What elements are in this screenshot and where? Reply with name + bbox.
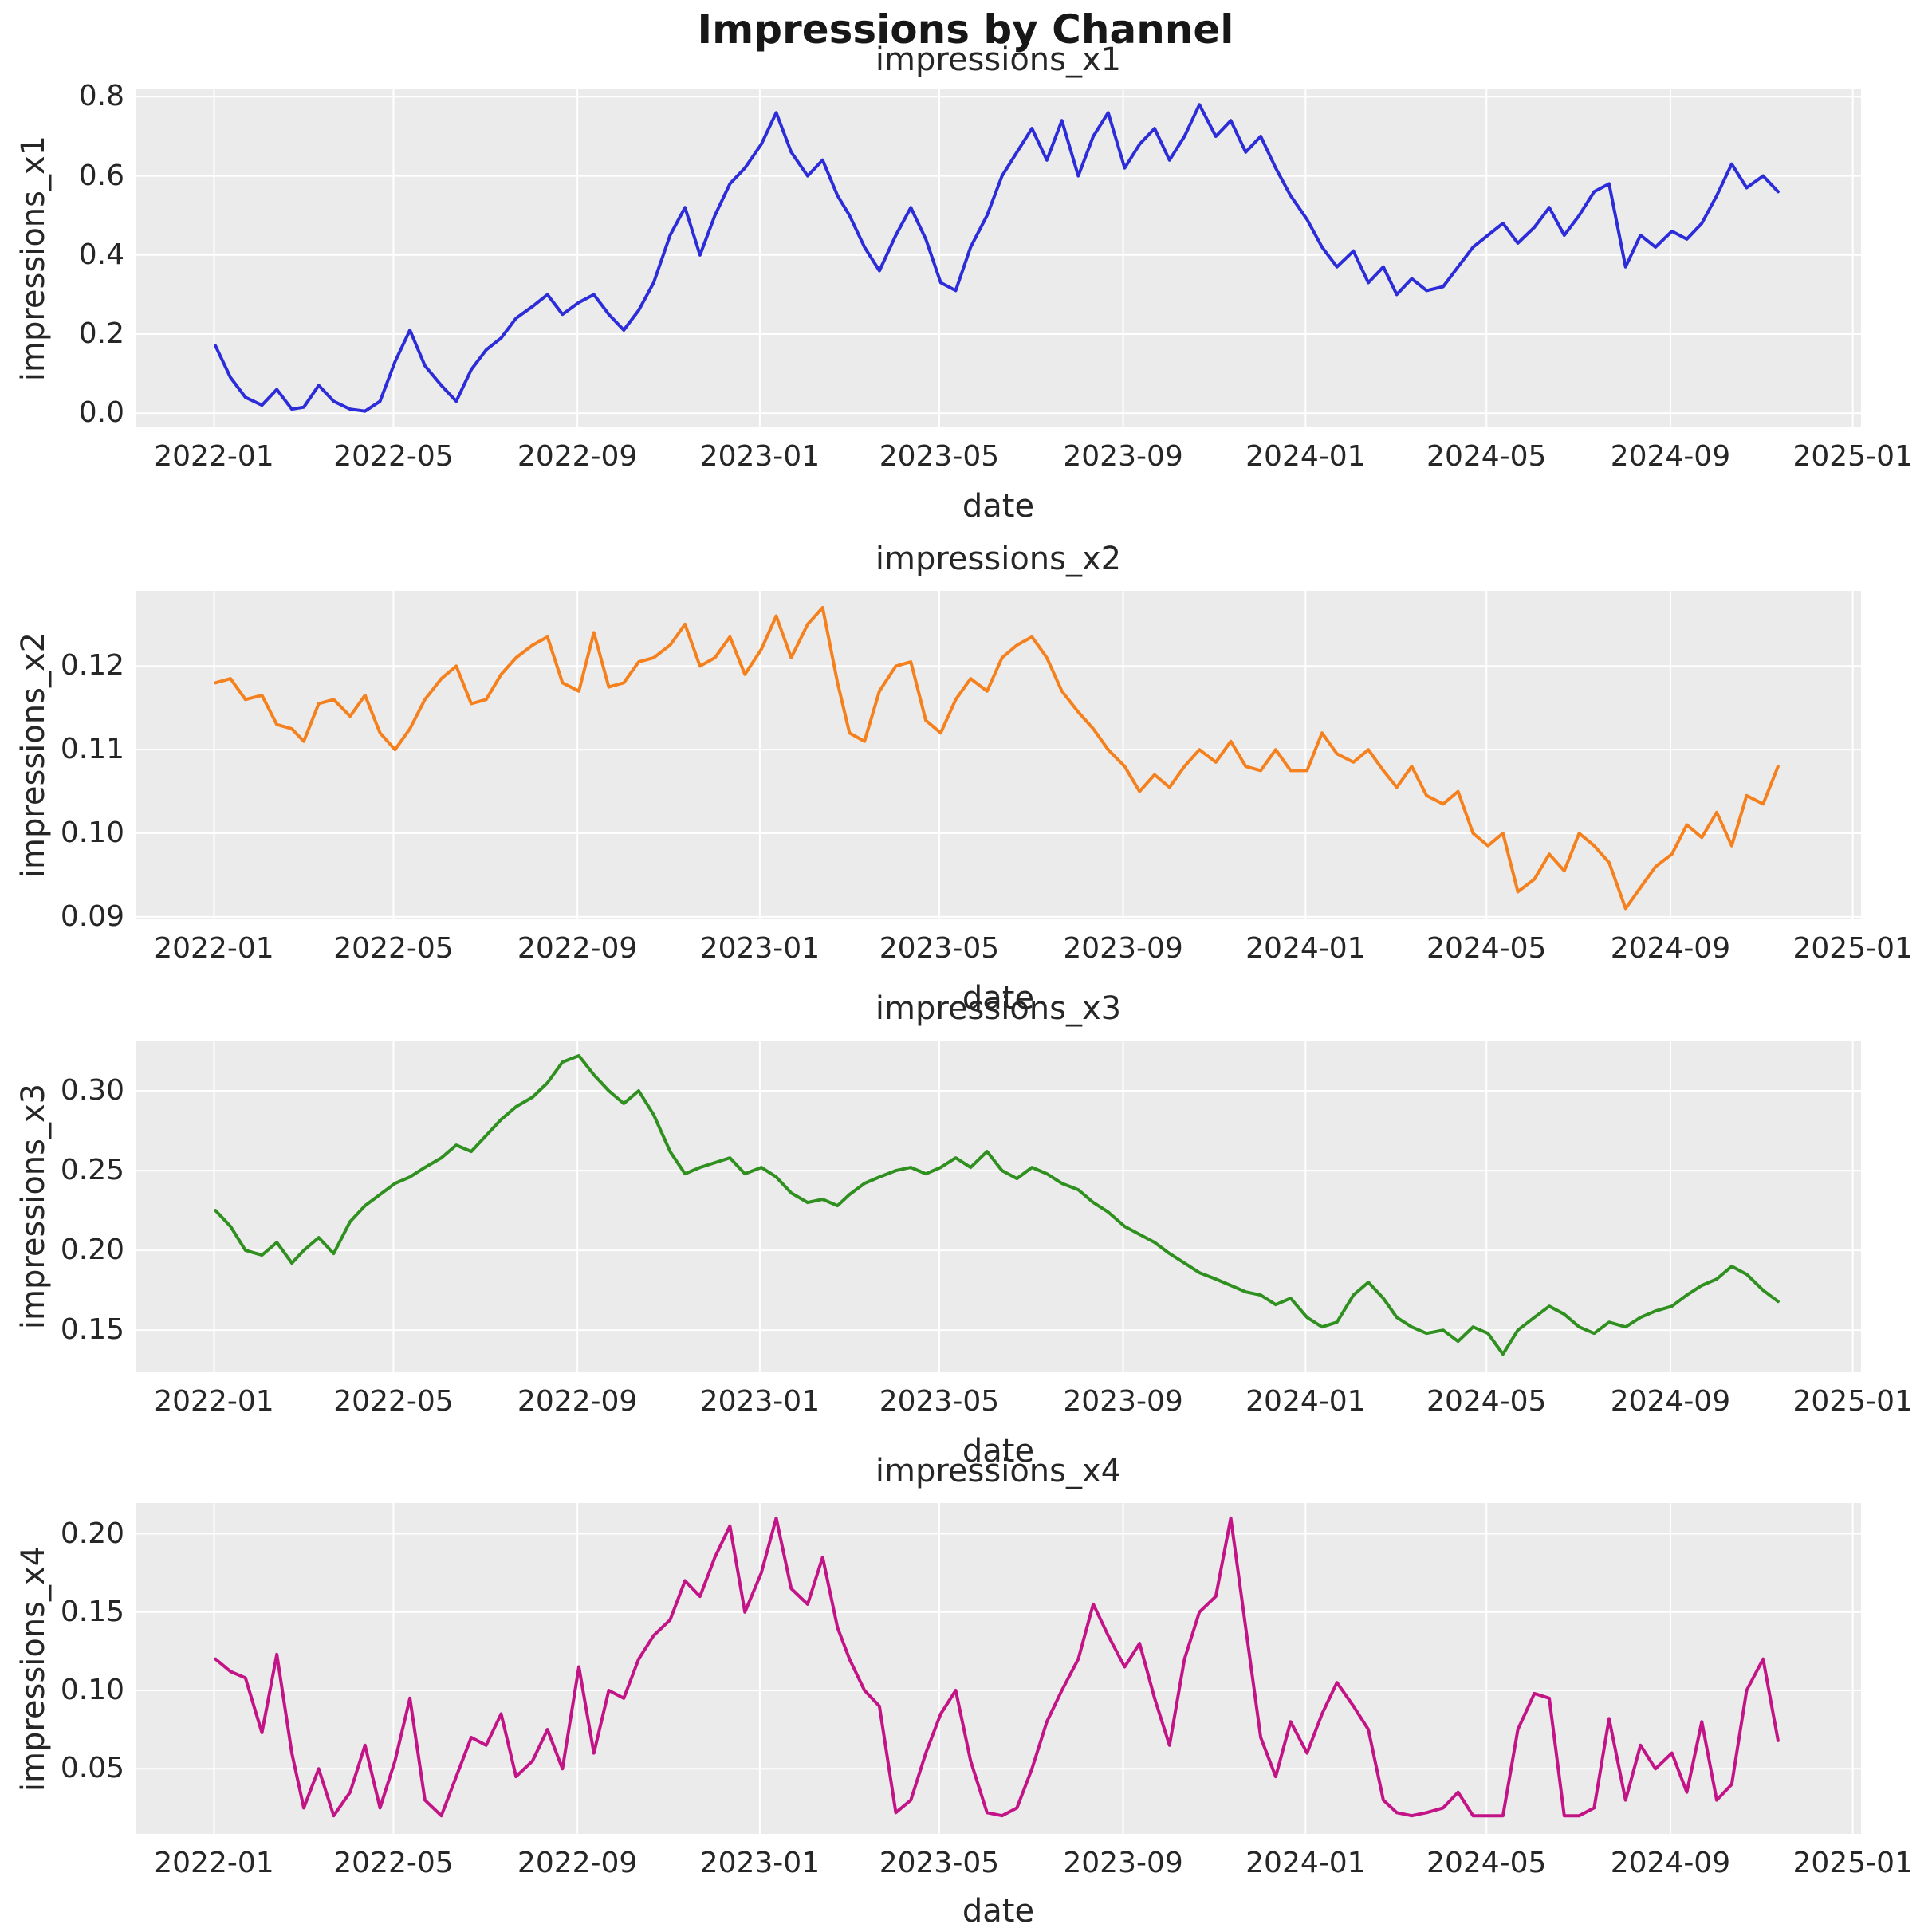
y-axis-label-impressions_x3: impressions_x3 — [15, 1083, 52, 1330]
x-tick-label: 2022-01 — [154, 440, 274, 473]
x-tick-label: 2024-09 — [1610, 1385, 1731, 1418]
x-tick-label: 2023-01 — [699, 932, 820, 965]
x-tick-label: 2022-09 — [517, 440, 638, 473]
y-tick-label: 0.4 — [78, 238, 124, 271]
x-tick-label: 2023-09 — [1063, 932, 1183, 965]
plot-area-impressions_x4 — [136, 1503, 1861, 1834]
y-tick-label: 0.2 — [78, 317, 124, 350]
y-tick-label: 0.15 — [60, 1595, 124, 1628]
x-tick-label: 2022-01 — [154, 1847, 274, 1879]
x-tick-label: 2022-05 — [333, 1847, 454, 1879]
x-tick-label: 2023-01 — [699, 1385, 820, 1418]
x-tick-label: 2024-05 — [1426, 1847, 1547, 1879]
y-tick-label: 0.11 — [60, 733, 124, 766]
subplot-title-impressions_x2: impressions_x2 — [875, 541, 1122, 577]
y-tick-label: 0.05 — [60, 1752, 124, 1785]
line-impressions_x1 — [214, 103, 1780, 413]
subplot-title-impressions_x4: impressions_x4 — [875, 1453, 1122, 1489]
subplot-title-impressions_x3: impressions_x3 — [875, 990, 1122, 1027]
y-tick-label: 0.10 — [60, 816, 124, 850]
plot-area-impressions_x1 — [136, 89, 1861, 427]
x-tick-label: 2022-05 — [333, 1385, 454, 1418]
x-tick-label: 2023-09 — [1063, 1385, 1183, 1418]
y-tick-label: 0.0 — [78, 396, 124, 430]
plot-area-impressions_x3 — [136, 1041, 1861, 1372]
x-tick-label: 2022-09 — [517, 1847, 638, 1879]
x-tick-label: 2024-05 — [1426, 440, 1547, 473]
x-tick-label: 2024-01 — [1245, 1847, 1366, 1879]
x-tick-label: 2024-09 — [1610, 932, 1731, 965]
x-tick-label: 2023-09 — [1063, 1847, 1183, 1879]
line-impressions_x3 — [214, 1054, 1780, 1356]
x-tick-label: 2022-09 — [517, 932, 638, 965]
x-axis-label-impressions_x3: date — [962, 1433, 1035, 1470]
x-tick-label: 2025-01 — [1792, 932, 1913, 965]
x-axis-label-impressions_x4: date — [962, 1893, 1035, 1930]
x-tick-label: 2024-05 — [1426, 1385, 1547, 1418]
plot-area-impressions_x2 — [136, 591, 1861, 919]
x-tick-label: 2023-01 — [699, 440, 820, 473]
x-tick-label: 2022-09 — [517, 1385, 638, 1418]
x-tick-label: 2023-05 — [879, 440, 1000, 473]
line-impressions_x4 — [214, 1516, 1780, 1818]
y-tick-label: 0.20 — [60, 1234, 124, 1267]
x-tick-label: 2023-05 — [879, 1847, 1000, 1879]
y-tick-label: 0.12 — [60, 649, 124, 683]
y-tick-label: 0.6 — [78, 159, 124, 192]
y-tick-label: 0.10 — [60, 1674, 124, 1706]
x-tick-label: 2024-01 — [1245, 932, 1366, 965]
x-tick-label: 2023-01 — [699, 1847, 820, 1879]
x-tick-label: 2024-05 — [1426, 932, 1547, 965]
y-tick-label: 0.20 — [60, 1517, 124, 1550]
x-axis-label-impressions_x1: date — [962, 488, 1035, 525]
line-impressions_x2 — [214, 606, 1780, 911]
x-tick-label: 2024-01 — [1245, 1385, 1366, 1418]
x-tick-label: 2025-01 — [1792, 1385, 1913, 1418]
subplot-title-impressions_x1: impressions_x1 — [875, 41, 1122, 78]
x-tick-label: 2023-05 — [879, 932, 1000, 965]
y-tick-label: 0.30 — [60, 1074, 124, 1108]
figure-title: Impressions by Channel — [697, 6, 1234, 53]
x-tick-label: 2023-09 — [1063, 440, 1183, 473]
y-tick-label: 0.09 — [60, 899, 124, 933]
x-tick-label: 2022-01 — [154, 932, 274, 965]
x-tick-label: 2024-01 — [1245, 440, 1366, 473]
x-tick-label: 2022-05 — [333, 440, 454, 473]
x-tick-label: 2024-09 — [1610, 1847, 1731, 1879]
y-tick-label: 0.25 — [60, 1154, 124, 1187]
x-tick-label: 2025-01 — [1792, 440, 1913, 473]
x-tick-label: 2023-05 — [879, 1385, 1000, 1418]
x-tick-label: 2025-01 — [1792, 1847, 1913, 1879]
y-tick-label: 0.8 — [78, 80, 124, 113]
x-tick-label: 2022-05 — [333, 932, 454, 965]
x-tick-label: 2024-09 — [1610, 440, 1731, 473]
x-tick-label: 2022-01 — [154, 1385, 274, 1418]
y-tick-label: 0.15 — [60, 1313, 124, 1347]
x-axis-label-impressions_x2: date — [962, 980, 1035, 1017]
